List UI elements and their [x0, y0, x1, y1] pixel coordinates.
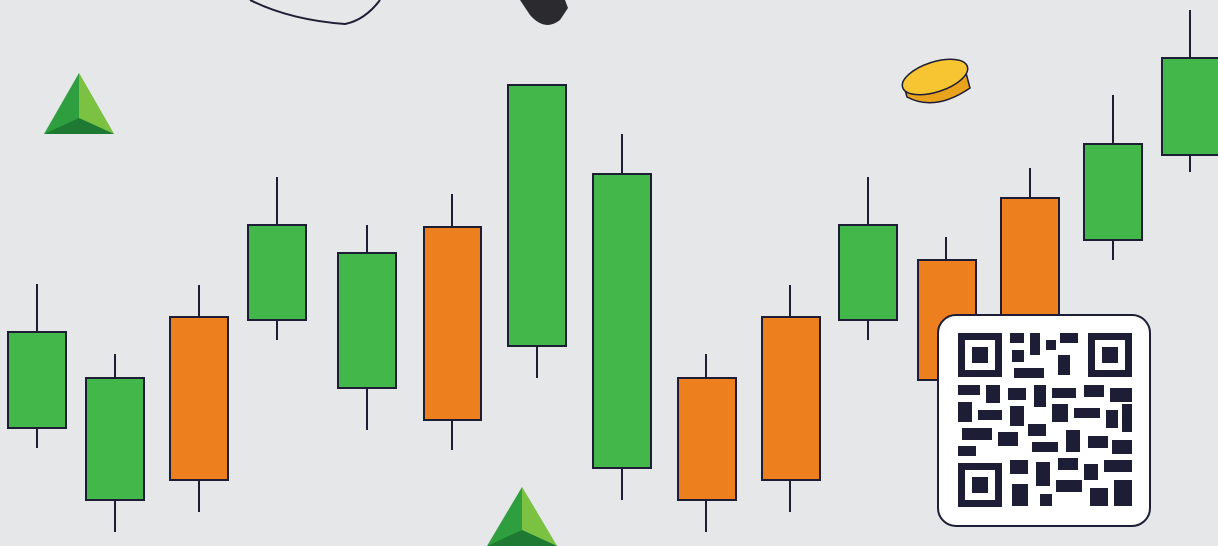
page	[0, 0, 1218, 546]
candle	[1084, 144, 1142, 240]
candle	[424, 227, 481, 420]
candle	[593, 174, 651, 468]
candle	[8, 332, 66, 428]
candle	[86, 378, 144, 500]
candle	[508, 85, 566, 346]
candle	[1001, 198, 1059, 320]
candle	[1162, 58, 1218, 155]
candle	[839, 225, 897, 320]
candle	[248, 225, 306, 320]
candle	[170, 317, 228, 480]
candle	[338, 253, 396, 388]
qr-code	[938, 315, 1150, 526]
candle	[678, 378, 736, 500]
candle	[762, 317, 820, 480]
illustration	[0, 0, 1218, 546]
